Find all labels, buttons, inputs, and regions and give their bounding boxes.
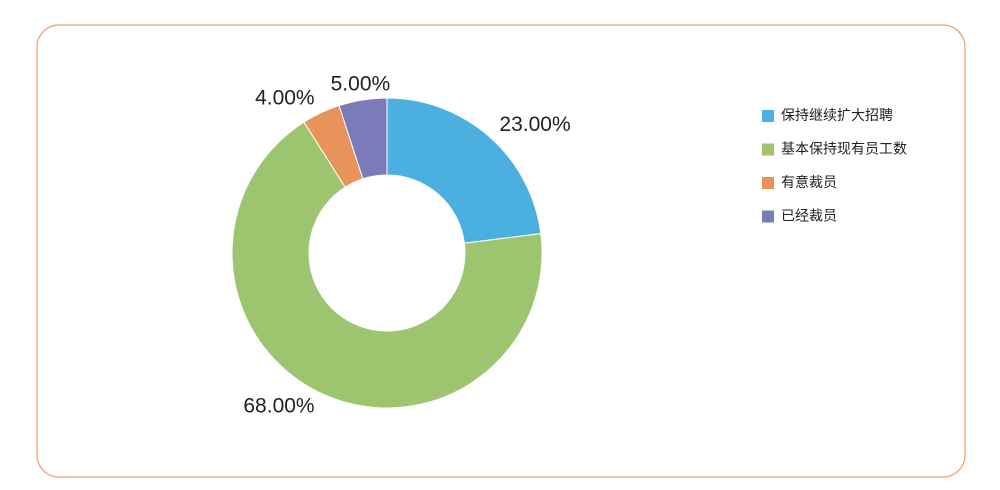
legend-label: 已经裁员 [781, 209, 837, 225]
legend-swatch [762, 143, 774, 156]
legend-swatch [762, 110, 774, 122]
legend-swatch [762, 177, 774, 189]
legend-label: 基本保持现有员工数 [781, 141, 907, 158]
legend-swatch [762, 210, 774, 223]
donut-slice [386, 97, 542, 244]
value-label: 68.00% [243, 394, 314, 417]
legend-label: 保持继续扩大招聘 [781, 107, 893, 124]
donut-slice [231, 121, 543, 409]
donut-slice [338, 97, 388, 180]
value-label: 4.00% [255, 87, 315, 110]
value-label: 23.00% [499, 113, 570, 136]
value-label: 5.00% [331, 73, 391, 96]
legend-label: 有意裁员 [781, 174, 837, 191]
